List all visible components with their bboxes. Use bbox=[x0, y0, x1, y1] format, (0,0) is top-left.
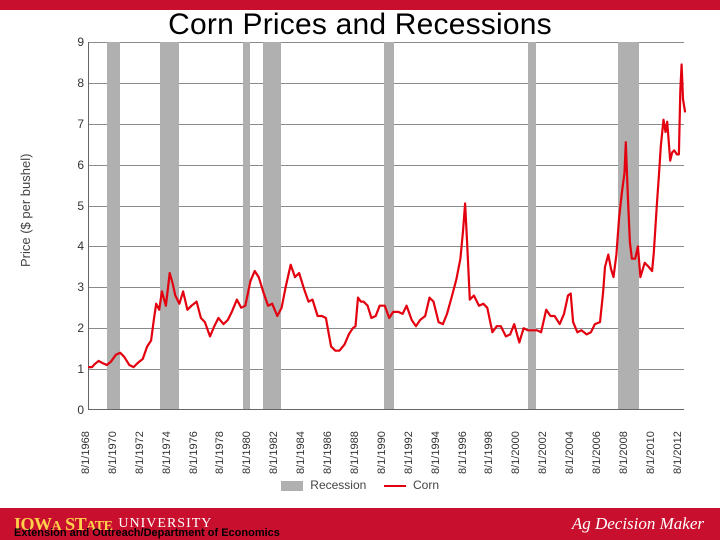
x-tick-label: 8/1/1990 bbox=[376, 431, 388, 474]
x-tick-label: 8/1/1968 bbox=[80, 431, 92, 474]
y-tick-label: 6 bbox=[77, 158, 84, 172]
legend-label-corn: Corn bbox=[413, 478, 439, 492]
x-tick-label: 8/1/1984 bbox=[295, 431, 307, 474]
x-tick-label: 8/1/2004 bbox=[564, 431, 576, 474]
x-tick-label: 8/1/1972 bbox=[134, 431, 146, 474]
x-tick-label: 8/1/1980 bbox=[241, 431, 253, 474]
y-tick-label: 3 bbox=[77, 280, 84, 294]
plot-area bbox=[88, 42, 684, 410]
y-axis-label: Price ($ per bushel) bbox=[18, 154, 33, 267]
x-tick-label: 8/1/1998 bbox=[483, 431, 495, 474]
legend-swatch-recession bbox=[281, 481, 303, 491]
corn-line bbox=[89, 65, 685, 368]
series-svg bbox=[89, 42, 685, 410]
x-tick-label: 8/1/2008 bbox=[618, 431, 630, 474]
ag-decision-maker: Ag Decision Maker bbox=[572, 514, 704, 534]
x-tick-label: 8/1/1986 bbox=[322, 431, 334, 474]
legend-swatch-corn bbox=[384, 485, 406, 487]
x-axis-ticks: 8/1/19688/1/19708/1/19728/1/19748/1/1976… bbox=[88, 412, 684, 474]
chart: Price ($ per bushel) 0123456789 8/1/1968… bbox=[22, 42, 698, 480]
x-tick-label: 8/1/1994 bbox=[430, 431, 442, 474]
x-tick-label: 8/1/1976 bbox=[188, 431, 200, 474]
legend-label-recession: Recession bbox=[310, 478, 366, 492]
y-tick-label: 8 bbox=[77, 76, 84, 90]
x-tick-label: 8/1/1992 bbox=[403, 431, 415, 474]
x-tick-label: 8/1/1970 bbox=[107, 431, 119, 474]
slide-title: Corn Prices and Recessions bbox=[0, 8, 720, 42]
x-tick-label: 8/1/2000 bbox=[510, 431, 522, 474]
x-tick-label: 8/1/1996 bbox=[457, 431, 469, 474]
x-tick-label: 8/1/1978 bbox=[214, 431, 226, 474]
x-tick-label: 8/1/2010 bbox=[645, 431, 657, 474]
y-tick-label: 2 bbox=[77, 321, 84, 335]
y-axis-ticks: 0123456789 bbox=[56, 42, 86, 410]
y-tick-label: 0 bbox=[77, 403, 84, 417]
y-tick-label: 9 bbox=[77, 35, 84, 49]
y-tick-label: 4 bbox=[77, 239, 84, 253]
x-tick-label: 8/1/2002 bbox=[537, 431, 549, 474]
x-tick-label: 8/1/1988 bbox=[349, 431, 361, 474]
y-tick-label: 7 bbox=[77, 117, 84, 131]
y-tick-label: 5 bbox=[77, 199, 84, 213]
x-tick-label: 8/1/2012 bbox=[672, 431, 684, 474]
extension-line: Extension and Outreach/Department of Eco… bbox=[14, 527, 280, 539]
x-tick-label: 8/1/2006 bbox=[591, 431, 603, 474]
slide: Corn Prices and Recessions Price ($ per … bbox=[0, 0, 720, 540]
x-tick-label: 8/1/1982 bbox=[268, 431, 280, 474]
y-tick-label: 1 bbox=[77, 362, 84, 376]
legend: Recession Corn bbox=[22, 478, 698, 492]
x-tick-label: 8/1/1974 bbox=[161, 431, 173, 474]
